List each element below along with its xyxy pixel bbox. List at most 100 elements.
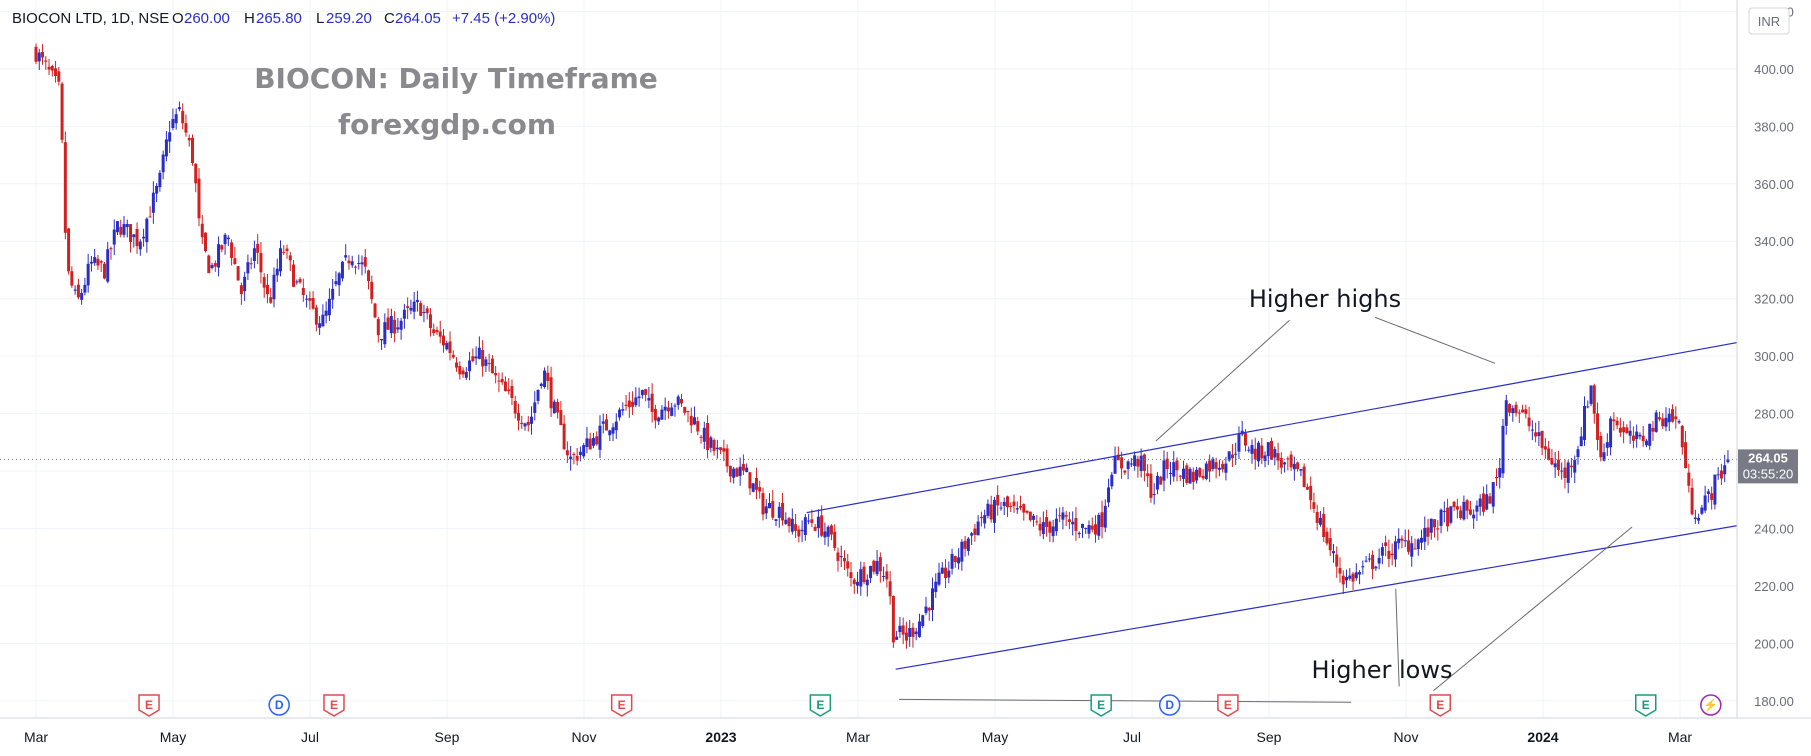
candle-down xyxy=(96,258,100,266)
time-axis[interactable] xyxy=(0,718,1737,756)
event-marker-earnings[interactable]: E xyxy=(138,694,160,717)
candle-down xyxy=(1351,573,1355,582)
candle-down xyxy=(1657,417,1661,420)
candle-up xyxy=(947,570,951,578)
candle-up xyxy=(1152,494,1156,496)
event-marker-earnings[interactable]: E xyxy=(323,694,345,717)
candle-down xyxy=(944,567,948,579)
candle-down xyxy=(1230,454,1234,459)
candle-up xyxy=(1374,566,1378,569)
candle-up xyxy=(1713,474,1717,505)
candle-down xyxy=(888,581,892,597)
candle-down xyxy=(979,516,983,519)
candle-down xyxy=(878,557,882,572)
candle-down xyxy=(1165,458,1169,470)
annotation-pointer xyxy=(1155,319,1290,442)
candle-down xyxy=(109,248,113,250)
candle-up xyxy=(217,244,221,268)
candle-up xyxy=(422,311,426,313)
candle-down xyxy=(679,399,683,404)
candle-down xyxy=(256,243,260,253)
event-marker-earnings_green[interactable]: E xyxy=(1090,694,1112,717)
candle-up xyxy=(327,298,331,316)
candle-up xyxy=(305,298,309,300)
price-axis[interactable] xyxy=(1737,0,1811,718)
candle-down xyxy=(184,123,188,133)
higher-highs-label: Higher highs xyxy=(1249,285,1401,313)
trendlines[interactable] xyxy=(806,316,1797,703)
open-value: 260.00 xyxy=(184,10,230,27)
time-tick-label: Mar xyxy=(846,729,870,745)
candle-up xyxy=(917,621,921,637)
candle-down xyxy=(1563,467,1567,478)
candle-up xyxy=(125,223,129,228)
candle-down xyxy=(1494,477,1498,479)
candle-down xyxy=(1387,550,1391,559)
candle-up xyxy=(1589,385,1593,405)
candle-up xyxy=(474,356,478,359)
candle-down xyxy=(1159,476,1163,485)
candle-down xyxy=(1651,427,1655,432)
candle-down xyxy=(1296,462,1300,470)
event-marker-earnings_green[interactable]: E xyxy=(1635,694,1657,717)
event-markers[interactable]: E D E E E E D E E E ⚡ xyxy=(138,694,1722,717)
candle-up xyxy=(350,261,354,266)
candle-down xyxy=(761,493,765,515)
candle-down xyxy=(63,142,67,233)
candle-up xyxy=(145,218,149,243)
candle-down xyxy=(1550,458,1554,465)
event-marker-dividend[interactable]: D xyxy=(1158,694,1181,716)
candle-down xyxy=(575,455,579,461)
candle-up xyxy=(1478,498,1482,507)
candle-down xyxy=(239,285,243,295)
candle-up xyxy=(657,417,661,422)
candle-down xyxy=(1025,510,1029,513)
event-marker-earnings[interactable]: E xyxy=(1429,694,1451,717)
event-marker-earnings[interactable]: E xyxy=(610,694,633,717)
candle-up xyxy=(640,389,644,396)
candle-down xyxy=(904,632,908,641)
candle-down xyxy=(963,540,967,549)
event-marker-dividend[interactable]: D xyxy=(268,694,290,716)
event-marker-earnings[interactable]: E xyxy=(1217,694,1239,717)
candle-down xyxy=(353,266,357,268)
candle-up xyxy=(598,425,602,450)
candle-down xyxy=(595,436,599,445)
candle-up xyxy=(983,515,987,524)
candle-down xyxy=(1413,548,1417,550)
candle-down xyxy=(794,524,798,531)
event-marker-flash[interactable]: ⚡ xyxy=(1700,694,1722,716)
candle-down xyxy=(507,389,511,392)
candle-up xyxy=(132,234,136,238)
event-letter: E xyxy=(1642,698,1650,712)
candle-up xyxy=(164,139,168,157)
high-value: 265.80 xyxy=(256,10,302,27)
candle-up xyxy=(1110,474,1114,487)
candle-up xyxy=(1439,509,1443,526)
candle-down xyxy=(230,242,234,259)
candle-up xyxy=(693,417,697,425)
candle-down xyxy=(516,412,520,421)
candle-down xyxy=(1325,531,1329,544)
candle-up xyxy=(1638,434,1642,437)
candle-down xyxy=(119,226,123,235)
candle-down xyxy=(1612,419,1616,422)
candle-down xyxy=(849,572,853,579)
candle-down xyxy=(754,477,758,490)
event-marker-earnings_green[interactable]: E xyxy=(809,694,832,717)
candle-down xyxy=(1305,486,1309,490)
candle-up xyxy=(1635,431,1639,439)
currency-badge[interactable]: INR xyxy=(1748,7,1790,35)
candle-up xyxy=(1579,436,1583,447)
candle-up xyxy=(582,445,586,457)
candle-up xyxy=(1172,462,1176,477)
candle-down xyxy=(787,517,791,527)
candle-up xyxy=(380,338,384,341)
candle-up xyxy=(1442,510,1446,512)
candle-down xyxy=(99,261,103,263)
candle-up xyxy=(1498,468,1502,478)
candle-up xyxy=(709,437,713,448)
candle-up xyxy=(552,401,556,414)
time-tick-label: Mar xyxy=(24,729,48,745)
